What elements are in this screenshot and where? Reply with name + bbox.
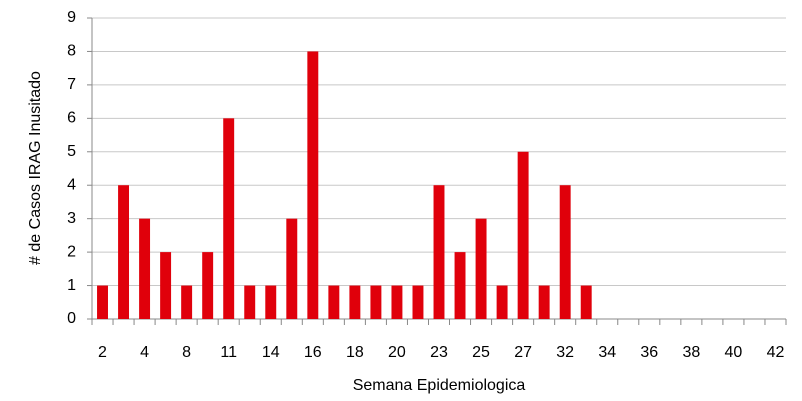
x-tick-label: 38 [682,344,700,361]
bar [433,185,445,319]
bar [202,252,214,319]
y-tick-label: 3 [67,210,76,227]
bar [391,285,403,319]
y-tick-label: 6 [67,110,76,127]
x-tick-label: 32 [556,344,574,361]
bar [517,151,529,319]
bar [307,51,319,319]
bar [412,285,424,319]
bar [475,218,487,319]
x-tick-label: 18 [346,344,364,361]
y-tick-label: 2 [67,243,76,260]
x-tick-label: 14 [262,344,280,361]
bar [118,185,130,319]
y-tick-label: 7 [67,76,76,93]
x-tick-label: 34 [598,344,616,361]
bar [181,285,193,319]
bar [160,252,172,319]
y-axis-label: # de Casos IRAG Inusitado [27,71,44,265]
bar [538,285,550,319]
bar [496,285,508,319]
x-tick-label: 36 [640,344,658,361]
y-tick-label: 9 [67,9,76,26]
x-tick-label: 20 [388,344,406,361]
bar [370,285,382,319]
y-tick-label: 5 [67,143,76,160]
x-tick-label: 40 [725,344,743,361]
bar [559,185,571,319]
bar [454,252,466,319]
bar [580,285,592,319]
x-tick-label: 27 [514,344,532,361]
x-tick-label: 42 [767,344,785,361]
bar [349,285,361,319]
bar [97,285,108,319]
y-tick-label: 0 [67,310,76,327]
x-tick-label: 4 [140,344,149,361]
bar [139,218,151,319]
bar [265,285,277,319]
bar [286,218,298,319]
x-tick-label: 25 [472,344,490,361]
x-tick-label: 11 [220,344,237,361]
bar [223,118,235,319]
bar [328,285,340,319]
x-tick-label: 8 [182,344,191,361]
y-tick-label: 8 [67,43,76,60]
x-axis-label: Semana Epidemiologica [353,377,526,394]
x-tick-label: 23 [430,344,448,361]
x-tick-label: 16 [304,344,322,361]
y-tick-label: 1 [67,277,76,294]
x-tick-label: 2 [98,344,107,361]
bar [244,285,256,319]
y-tick-label: 4 [67,176,76,193]
